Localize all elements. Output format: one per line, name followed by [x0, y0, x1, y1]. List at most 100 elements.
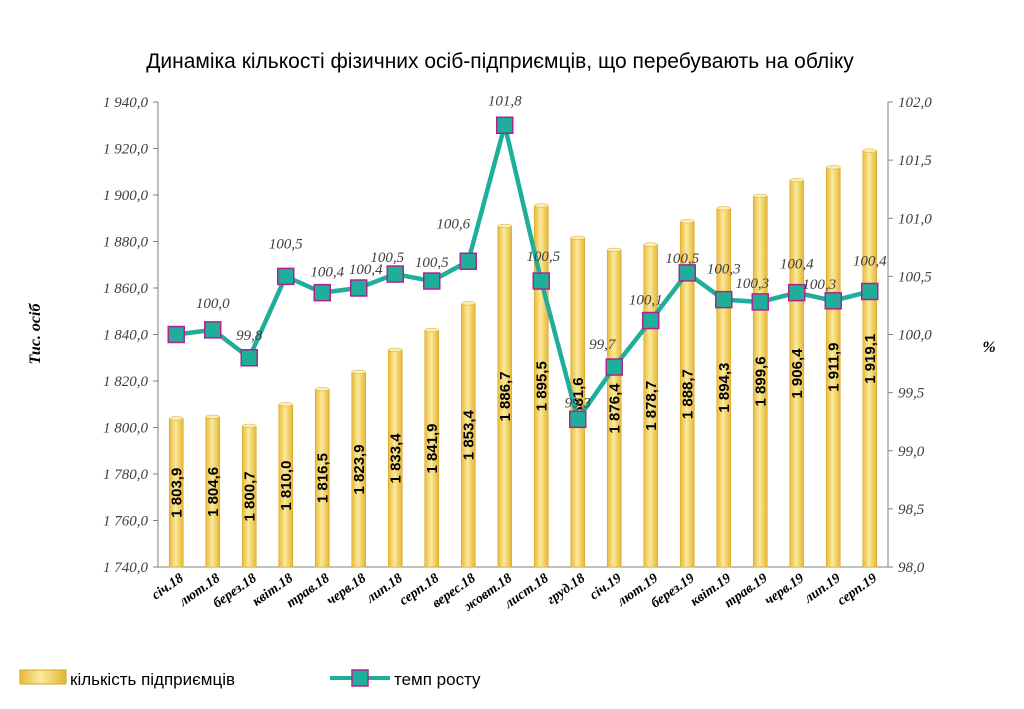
bar-value-label: 1 823,9	[351, 444, 368, 494]
legend: кількість підприємців темп росту	[19, 669, 481, 689]
line-point-label: 100,5	[665, 251, 699, 267]
line-marker	[459, 252, 477, 271]
bar-cap	[497, 223, 512, 228]
line-point-label: 101,8	[488, 93, 522, 109]
bar-cap	[680, 219, 695, 224]
right-tick-label: 98,5	[898, 502, 925, 518]
line-marker	[678, 264, 696, 282]
line-marker	[532, 272, 550, 290]
category-label: серп.19	[835, 571, 880, 609]
legend-label-line: темп росту	[394, 670, 481, 689]
bar-cap	[607, 247, 622, 252]
line-point-label: 100,5	[370, 250, 404, 266]
bar-cap	[242, 423, 257, 428]
legend-item-bars: кількість підприємців	[19, 669, 235, 689]
line-marker	[204, 321, 222, 339]
bar-cap	[315, 387, 330, 392]
category-label: лип.18	[363, 571, 405, 607]
bar-value-label: 1 878,7	[643, 381, 660, 431]
left-tick-label: 1 900,0	[103, 188, 149, 204]
line-marker	[167, 325, 185, 344]
line-point-label: 100,1	[629, 293, 663, 309]
bar-cap	[205, 414, 220, 419]
bar-cap	[351, 369, 366, 374]
legend-swatch-bars	[19, 669, 67, 685]
right-axis: 98,0 98,5 99,0 99,5 100,0 100,5 101,0 101,5 102,…	[887, 95, 932, 576]
bar-cap	[789, 178, 804, 183]
line-marker	[569, 410, 587, 429]
bar-value-label: 1 816,5	[314, 453, 331, 503]
bar-value-label: 1 894,3	[716, 363, 733, 413]
line-point-label: 100,4	[349, 262, 383, 278]
bar-value-label: 1 886,7	[497, 371, 514, 421]
line-marker	[861, 282, 879, 301]
right-tick-label: 102,0	[898, 95, 932, 111]
left-tick-label: 1 920,0	[103, 142, 149, 158]
right-tick-label: 100,5	[898, 269, 932, 285]
bar-cap	[534, 203, 549, 208]
line-point-label: 100,4	[310, 265, 344, 281]
line-point-label: 100,4	[853, 253, 887, 269]
bar-value-label: 1 841,9	[424, 424, 441, 474]
bar-cap	[826, 165, 841, 170]
category-labels: січ.18лют.18берез.18квіт.18трав.18черв.1…	[149, 571, 880, 615]
bar-cap	[169, 416, 184, 421]
line-point-label: 99,8	[236, 328, 263, 344]
line-marker	[605, 358, 623, 376]
category-label: лип.19	[801, 571, 843, 607]
line-marker	[496, 116, 514, 134]
line-marker	[423, 272, 441, 290]
line-marker	[350, 279, 368, 297]
bar-cap	[424, 328, 439, 333]
bar-value-label: 1 833,4	[387, 433, 404, 484]
right-tick-label: 99,5	[898, 386, 925, 402]
left-axis: 1 740,0 1 760,0 1 780,0 1 800,0 1 820,0 1 840…	[103, 95, 159, 576]
left-tick-label: 1 800,0	[103, 421, 149, 437]
legend-marker-swatch	[351, 669, 369, 687]
left-tick-label: 1 940,0	[103, 95, 149, 111]
left-tick-label: 1 780,0	[103, 467, 149, 483]
line-point-label: 100,3	[707, 262, 741, 278]
category-label: черв.18	[324, 571, 369, 609]
category-label: черв.19	[762, 571, 807, 609]
left-tick-label: 1 840,0	[103, 328, 149, 344]
bar-value-label: 1 906,4	[789, 348, 806, 399]
line-marker	[751, 293, 769, 311]
bar-value-label: 1 800,7	[241, 471, 258, 521]
line-series	[167, 116, 879, 429]
left-tick-label: 1 880,0	[103, 235, 149, 251]
right-tick-label: 98,0	[898, 560, 925, 576]
line-point-label: 99,3	[565, 395, 591, 411]
line-point-label: 100,5	[526, 249, 560, 265]
line-marker	[240, 349, 258, 367]
line-point-label: 100,4	[780, 257, 814, 273]
bar-series	[168, 148, 878, 568]
left-axis-ticks: 1 740,0 1 760,0 1 780,0 1 800,0 1 820,0 1 840…	[103, 95, 158, 576]
bar-value-label: 1 899,6	[752, 356, 769, 406]
bar-value-label: 1 853,4	[460, 409, 477, 460]
bar-value-label: 1 919,1	[862, 334, 879, 384]
left-tick-label: 1 820,0	[103, 374, 149, 390]
left-axis-label: Тис. осіб	[27, 303, 44, 365]
bar-labels: 1 803,9 1 804,6 1 800,7 1 810,0 1 816,5 1 823…	[168, 334, 879, 522]
line-marker	[386, 265, 404, 283]
bar-cap	[570, 235, 585, 240]
line-point-label: 100,0	[196, 296, 230, 312]
line-point-label: 99,7	[589, 337, 617, 353]
right-tick-label: 101,5	[898, 153, 932, 169]
bar-cap	[643, 242, 658, 247]
category-label: груд.18	[545, 571, 589, 608]
bar-value-label: 1 810,0	[278, 461, 295, 511]
line-marker	[715, 290, 733, 309]
bar-value-label: 1 895,5	[533, 361, 550, 411]
line-point-label: 100,3	[735, 276, 769, 292]
bar-cap	[753, 193, 768, 198]
legend-item-line: темп росту	[330, 669, 481, 689]
line-point-label: 100,5	[415, 255, 449, 271]
line-point-label: 100,3	[802, 277, 836, 293]
left-tick-label: 1 760,0	[103, 514, 149, 530]
bar-cap	[862, 148, 877, 153]
right-axis-ticks: 98,0 98,5 99,0 99,5 100,0 100,5 101,0 101,5 102,…	[888, 95, 932, 576]
